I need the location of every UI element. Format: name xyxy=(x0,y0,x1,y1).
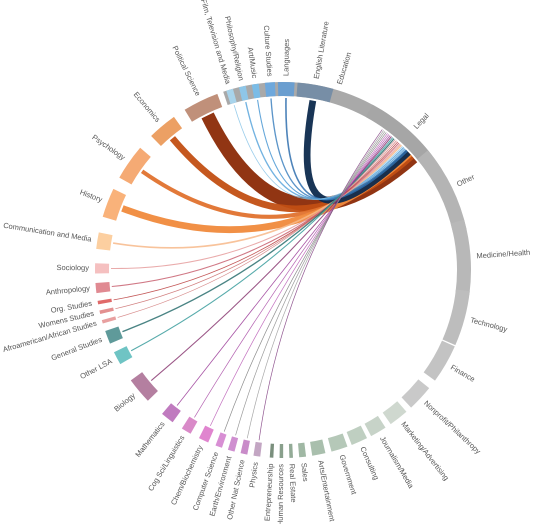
chord-languages-to-legal xyxy=(285,98,408,201)
label-anthropology: Anthropology xyxy=(45,284,90,297)
arc-history xyxy=(102,188,127,221)
label-journalism-media: Journalism/Media xyxy=(378,435,416,491)
label-communication-and-media: Communication and Media xyxy=(3,221,93,244)
arc-psychology xyxy=(119,147,151,185)
label-entrepreneurship: Entrepreneurship xyxy=(263,463,275,521)
arc-general-studies xyxy=(105,326,123,344)
chord-communication-and-media-to-legal xyxy=(112,144,402,249)
label-nonprofit-philanthropy: Nonprofit/Philanthropy xyxy=(422,399,483,456)
chord-org-studies-to-legal xyxy=(113,141,399,301)
chord-general-studies-to-legal xyxy=(122,138,395,333)
arc-government xyxy=(327,433,348,452)
arc-other xyxy=(417,150,467,233)
arc-real-estate xyxy=(288,443,294,458)
arc-culture-studies xyxy=(264,82,276,97)
label-government: Government xyxy=(338,454,359,497)
chord-biology-to-legal xyxy=(150,136,392,381)
arc-sociology xyxy=(95,263,110,274)
chord-earth-environment-to-legal xyxy=(235,131,386,436)
chord-mathematics-to-legal xyxy=(176,135,391,406)
arc-technology xyxy=(442,289,470,346)
chord-culture-studies-to-legal xyxy=(270,98,407,201)
label-languages: Languages xyxy=(281,39,291,77)
arc-english-literature xyxy=(296,82,334,103)
arc-biology xyxy=(130,372,158,401)
arc-physics xyxy=(253,441,262,457)
arc-communication-and-media xyxy=(96,232,113,251)
arc-arts-entertainment xyxy=(310,439,326,456)
label-mathematics: Mathematics xyxy=(133,420,166,459)
chord-womens-studies-to-legal xyxy=(115,140,397,310)
arcs-layer xyxy=(95,81,471,458)
arc-marketing-advertising xyxy=(382,401,407,425)
chord-other-lsa-to-legal xyxy=(130,137,394,352)
label-sales: Sales xyxy=(299,462,310,482)
arc-medicine-health xyxy=(450,219,471,295)
chord-computer-science-to-legal xyxy=(223,132,387,432)
chords-layer xyxy=(111,98,418,441)
label-culture-studies: Culture Studies xyxy=(262,25,275,77)
arc-human-resources xyxy=(279,443,284,458)
arc-entrepreneurship xyxy=(269,443,275,458)
chord-art-music-to-legal xyxy=(257,99,406,200)
label-technology: Technology xyxy=(469,315,508,334)
arc-anthropology xyxy=(95,281,111,294)
arc-economics xyxy=(151,116,183,147)
chord-chem-biochemistry-to-legal xyxy=(209,133,388,427)
label-film-television-and-media: Film, Television and Media xyxy=(199,0,233,86)
arc-art-music xyxy=(251,83,261,99)
arc-earth-environment xyxy=(227,436,239,452)
chord-afroamerican-african-studies-to-legal xyxy=(117,139,396,318)
chord-physics-to-legal xyxy=(258,129,383,441)
arc-nonprofit-philanthropy xyxy=(401,379,430,408)
arc-languages xyxy=(277,81,295,97)
chord-cog-sci-linguistics-to-legal xyxy=(194,134,390,418)
arc-mathematics xyxy=(162,403,181,423)
arc-womens-studies xyxy=(99,307,114,315)
chord-anthropology-to-legal xyxy=(111,142,400,288)
label-consulting: Consulting xyxy=(358,445,381,481)
label-arts-entertainment: Arts/Entertainment xyxy=(316,459,337,523)
label-english-literature: English Literature xyxy=(312,21,331,80)
label-biology: Biology xyxy=(112,391,137,414)
label-education: Education xyxy=(335,51,353,86)
label-psychology: Psychology xyxy=(90,133,127,163)
arc-other-lsa xyxy=(113,346,133,365)
arc-cog-sci-linguistics xyxy=(181,416,198,434)
arc-film-television-and-media xyxy=(226,88,237,105)
label-legal: Legal xyxy=(412,111,431,131)
arc-afroamerican-african-studies xyxy=(101,316,117,324)
arc-computer-science xyxy=(215,432,227,448)
label-medicine-health: Medicine/Health xyxy=(476,248,530,261)
arc-philosophy-religion xyxy=(238,85,249,101)
arc-journalism-media xyxy=(364,415,386,437)
chord-english-literature-to-legal xyxy=(303,100,411,204)
label-physics: Physics xyxy=(247,461,260,488)
label-finance: Finance xyxy=(449,363,477,384)
label-human-resources: Human Resources xyxy=(276,464,286,524)
label-general-studies: General Studies xyxy=(50,335,104,363)
label-other: Other xyxy=(455,172,476,189)
arc-org-studies xyxy=(97,298,112,305)
label-economics: Economics xyxy=(132,90,163,124)
arc-chem-biochemistry xyxy=(198,425,214,443)
label-history: History xyxy=(79,187,104,204)
arc-political-science xyxy=(184,93,223,122)
arc-consulting xyxy=(346,425,368,445)
chord-sociology-to-legal xyxy=(111,143,401,270)
label-sociology: Sociology xyxy=(56,263,89,272)
label-real-estate: Real Estate xyxy=(287,464,298,503)
arc-sales xyxy=(298,442,307,458)
arc-finance xyxy=(423,340,455,381)
chord-other-nat-science-to-legal xyxy=(246,130,384,439)
chord-philosophy-religion-to-legal xyxy=(245,101,405,200)
label-other-lsa: Other LSA xyxy=(78,357,113,381)
label-art-music: Art/Music xyxy=(246,46,260,78)
label-political-science: Political Science xyxy=(170,44,202,97)
arc-other-nat-science xyxy=(240,439,250,455)
